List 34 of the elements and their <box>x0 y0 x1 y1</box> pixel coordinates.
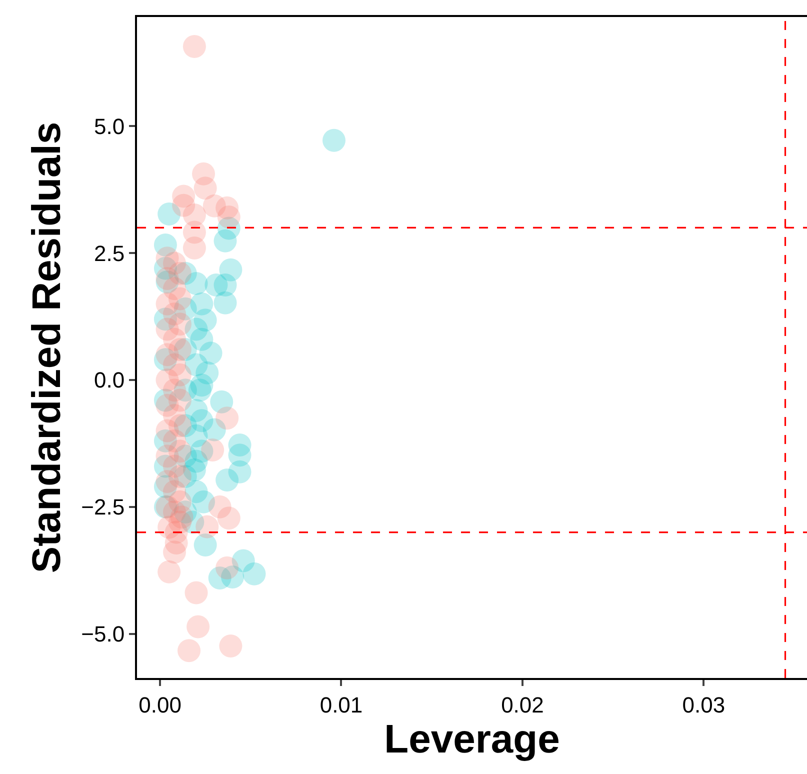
point <box>184 581 208 604</box>
point <box>170 506 194 529</box>
y-axis-title: Standardized Residuals <box>25 122 70 574</box>
x-axis-title: Leverage <box>384 717 560 762</box>
point <box>214 229 237 252</box>
point <box>322 128 346 152</box>
point <box>178 639 201 662</box>
point <box>216 556 239 580</box>
y-tick-label: −5.0 <box>81 622 125 647</box>
y-tick-label: 0.0 <box>94 368 125 393</box>
x-tick-label: 0.02 <box>501 692 544 718</box>
point <box>204 274 228 297</box>
point <box>216 468 239 492</box>
point <box>201 438 224 462</box>
y-tick-label: 5.0 <box>94 114 125 139</box>
point <box>194 176 217 200</box>
point <box>158 560 181 584</box>
point <box>186 615 210 638</box>
y-tick-label: −2.5 <box>81 494 125 520</box>
point <box>217 206 240 229</box>
y-tick-label: 2.5 <box>94 240 125 266</box>
point <box>214 291 237 314</box>
x-tick-label: 0.01 <box>320 692 363 718</box>
x-tick-label: 0.00 <box>138 692 182 718</box>
x-tick-label: 0.03 <box>682 692 726 718</box>
point <box>219 634 242 658</box>
point <box>217 506 240 530</box>
point <box>196 515 219 538</box>
point <box>182 236 206 260</box>
point <box>190 328 214 351</box>
point <box>216 406 239 430</box>
point <box>184 480 208 504</box>
point <box>182 34 206 58</box>
point <box>242 562 266 586</box>
